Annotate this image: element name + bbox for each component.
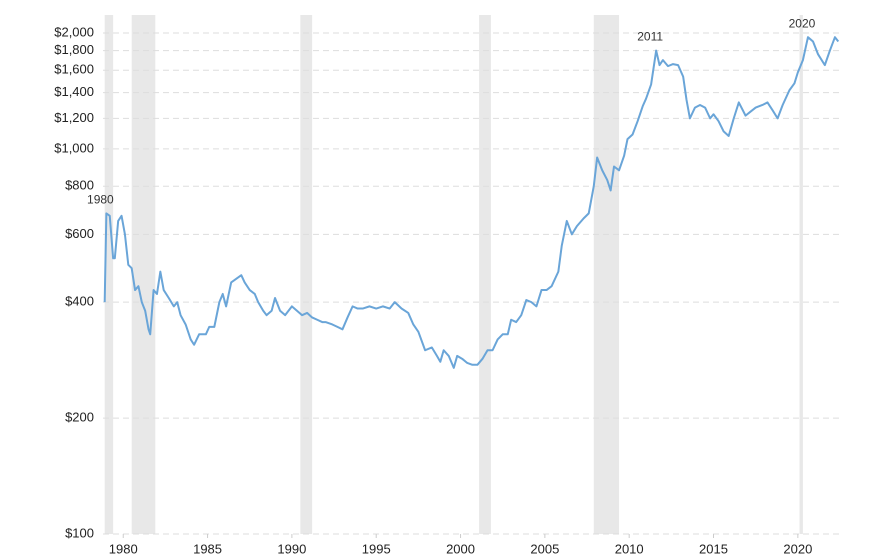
y-tick-label: $800 <box>65 178 94 193</box>
recession-band <box>131 15 156 534</box>
x-tick-label: 2005 <box>530 541 559 556</box>
y-tick-label: $200 <box>65 410 94 425</box>
x-tick-label: 1985 <box>193 541 222 556</box>
x-tick-label: 2020 <box>783 541 812 556</box>
recession-band <box>593 15 620 534</box>
x-tick-label: 1990 <box>277 541 306 556</box>
y-tick-label: $1,200 <box>54 110 94 125</box>
y-tick-label: $1,600 <box>54 62 94 77</box>
recession-band <box>300 15 313 534</box>
y-tick-label: $600 <box>65 226 94 241</box>
y-tick-label: $1,800 <box>54 42 94 57</box>
y-tick-label: $100 <box>65 525 94 540</box>
x-tick-label: 2015 <box>699 541 728 556</box>
x-tick-label: 2010 <box>615 541 644 556</box>
price-line <box>103 36 840 369</box>
x-tick-label: 2000 <box>446 541 475 556</box>
x-tick-label: 1980 <box>109 541 138 556</box>
annotation: 2020 <box>789 16 816 30</box>
recession-band <box>479 15 491 534</box>
recession-band <box>799 15 803 534</box>
y-tick-label: $400 <box>65 294 94 309</box>
y-tick-label: $1,400 <box>54 84 94 99</box>
recession-band <box>104 15 114 534</box>
y-tick-label: $1,000 <box>54 140 94 155</box>
y-tick-label: $2,000 <box>54 24 94 39</box>
x-tick-label: 1995 <box>362 541 391 556</box>
annotation: 1980 <box>87 193 114 207</box>
annotation: 2011 <box>637 30 663 44</box>
